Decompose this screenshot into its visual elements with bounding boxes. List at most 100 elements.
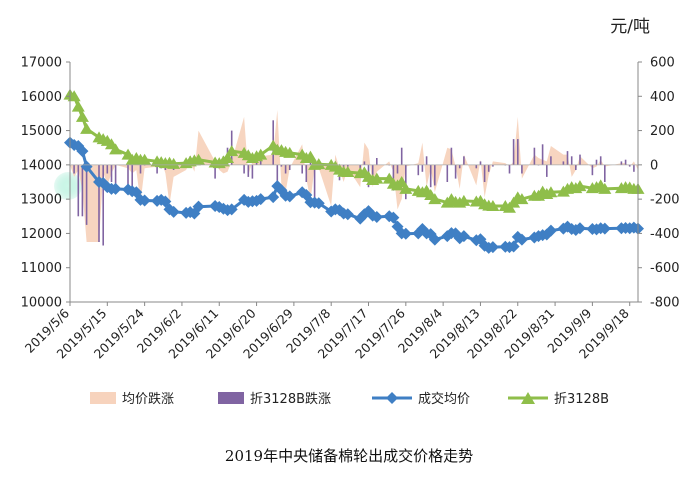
point-3128b [486,200,500,211]
bar-3128b-change [633,164,635,172]
bar-3128b-change [624,159,627,165]
bar-3128b-change [463,156,465,165]
left-tick-label: 15000 [21,124,62,139]
legend-label: 折3128B [554,392,610,407]
point-3128b [221,152,235,163]
point-avg-price [370,210,383,223]
right-tick-label: -200 [650,193,680,208]
point-avg-price [159,195,172,208]
right-tick-label: 400 [650,90,675,105]
bar-3128b-change [243,164,245,174]
legend-label: 成交均价 [418,392,471,407]
bar-3128b-change [620,161,623,165]
bar-3128b-change [106,164,109,174]
bar-3128b-change [127,164,129,191]
bar-3128b-change [371,164,374,181]
right-tick-label: 600 [650,56,675,71]
right-tick-label: -600 [650,261,680,276]
bar-3128b-change [429,164,432,188]
right-axis-unit-label: 元/吨 [610,17,650,37]
point-avg-price [225,203,238,216]
bar-3128b-change [77,164,80,217]
bar-3128b-change [156,164,158,174]
point-avg-price [598,222,611,235]
left-tick-label: 12000 [21,227,62,242]
bar-3128b-change [458,164,461,169]
point-3128b [167,157,181,169]
point-avg-price [486,241,499,254]
bar-3128b-change [251,164,254,179]
point-avg-price [573,222,586,235]
legend: 均价跌涨 折3128B跌涨 成交均价 折3128B [0,388,698,408]
left-tick-label: 10000 [21,296,62,311]
bar-3128b-change [454,164,457,179]
point-3128b [283,146,297,158]
bar-3128b-change [595,159,598,165]
bar-3128b-change [347,164,349,167]
watermark-logo [54,172,82,200]
point-3128b [67,90,81,102]
area-avg-price-change [70,110,638,242]
bar-3128b-change [288,164,291,170]
point-3128b [80,122,94,134]
bar-3128b-change [483,164,486,182]
bar-3128b-change [114,164,117,191]
legend-item-3128b-change: 折3128B跌涨 [218,388,331,407]
bar-3128b-change [487,164,490,172]
legend-item-3128b: 折3128B [508,388,609,407]
point-3128b [71,100,85,112]
bar-3128b-change [546,164,548,177]
right-tick-label: -800 [650,296,680,311]
bar-3128b-change [376,158,378,165]
bar-3128b-change [301,164,303,174]
point-3128b [428,193,442,205]
bar-3128b-change [591,164,594,176]
legend-item-avg-price: 成交均价 [372,388,470,407]
bar-3128b-change [575,164,577,170]
point-avg-price [80,160,93,173]
bar-3128b-change [517,139,519,165]
bar-3128b-change [475,164,478,169]
bar-3128b-change [512,139,515,165]
left-tick-label: 14000 [21,158,62,173]
right-tick-label: -400 [650,227,680,242]
point-avg-price [254,193,267,206]
legend-label: 均价跌涨 [122,392,175,407]
bar-3128b-change [446,164,449,182]
bar-3128b-change [434,164,436,186]
left-tick-label: 16000 [21,90,62,105]
point-3128b [573,180,587,192]
point-avg-price [457,230,470,243]
bar-3128b-change [81,164,84,217]
point-3128b [225,145,239,157]
bar-3128b-change [492,164,494,167]
point-3128b [312,158,326,170]
bar-3128b-change [400,147,403,165]
left-tick-label: 17000 [21,56,62,71]
bar-3128b-change [73,164,75,174]
point-3128b [370,172,384,184]
right-tick-label: 0 [650,158,658,173]
point-avg-price [109,182,122,195]
bar-3128b-change [604,164,606,182]
bar-3128b-change [599,156,602,165]
bar-3128b-change [102,164,104,246]
point-avg-price [138,194,151,207]
point-3128b [138,153,152,165]
bar-3128b-change [363,161,366,165]
point-3128b [192,153,206,165]
point-avg-price [283,190,296,203]
point-avg-price [167,205,180,218]
bar-3128b-change [313,164,316,206]
point-3128b [515,193,529,205]
point-avg-price [507,240,520,253]
chart-title: 2019年中央储备棉轮出成交价格走势 [224,447,474,465]
point-3128b [395,176,409,187]
right-tick-label: 200 [650,124,675,139]
point-3128b [109,143,123,155]
bar-3128b-change [508,164,511,174]
point-3128b [544,186,558,198]
bar-3128b-change [533,147,536,165]
point-avg-price [544,224,557,237]
bar-3128b-change [579,154,581,165]
